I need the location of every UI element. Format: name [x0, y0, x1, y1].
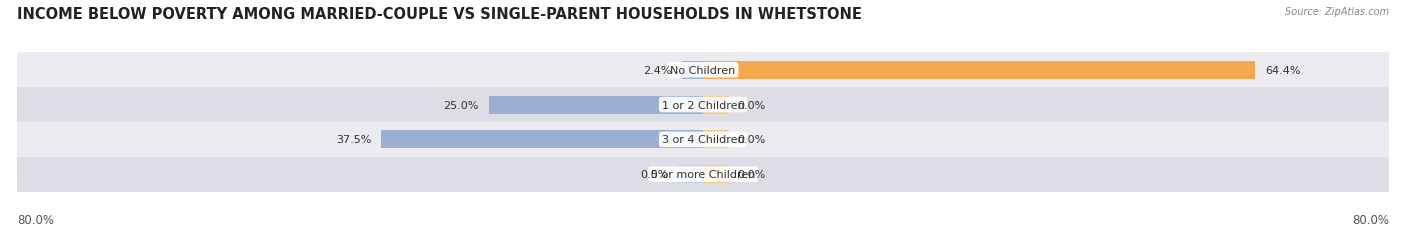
Text: 0.0%: 0.0%	[737, 135, 765, 145]
Text: 2.4%: 2.4%	[644, 65, 672, 76]
Bar	[17, 88, 1389, 122]
Text: Source: ZipAtlas.com: Source: ZipAtlas.com	[1285, 7, 1389, 17]
Text: 64.4%: 64.4%	[1265, 65, 1301, 76]
Text: 37.5%: 37.5%	[336, 135, 371, 145]
Bar	[682, 61, 703, 79]
Text: 80.0%: 80.0%	[17, 213, 53, 226]
Text: 0.0%: 0.0%	[641, 169, 669, 179]
Bar	[703, 165, 728, 183]
Text: 5 or more Children: 5 or more Children	[651, 169, 755, 179]
Bar	[17, 157, 1389, 192]
Bar	[703, 131, 728, 149]
Text: No Children: No Children	[671, 65, 735, 76]
Text: 0.0%: 0.0%	[737, 100, 765, 110]
Bar	[17, 122, 1389, 157]
Text: INCOME BELOW POVERTY AMONG MARRIED-COUPLE VS SINGLE-PARENT HOUSEHOLDS IN WHETSTO: INCOME BELOW POVERTY AMONG MARRIED-COUPL…	[17, 7, 862, 22]
Text: 25.0%: 25.0%	[443, 100, 478, 110]
Bar	[381, 131, 703, 149]
Bar	[489, 96, 703, 114]
Text: 1 or 2 Children: 1 or 2 Children	[662, 100, 744, 110]
Bar	[17, 53, 1389, 88]
Bar	[678, 165, 703, 183]
Text: 80.0%: 80.0%	[1353, 213, 1389, 226]
Text: 3 or 4 Children: 3 or 4 Children	[662, 135, 744, 145]
Bar	[703, 61, 1256, 79]
Text: 0.0%: 0.0%	[737, 169, 765, 179]
Bar	[703, 96, 728, 114]
